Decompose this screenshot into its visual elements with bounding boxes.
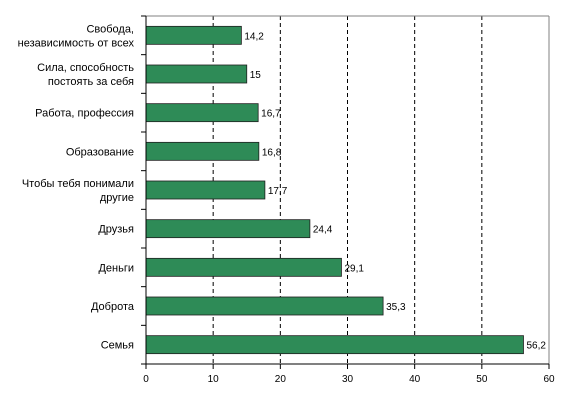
category-label-line: Работа, профессия — [35, 108, 134, 120]
x-tick-label: 20 — [275, 374, 287, 385]
bar — [145, 103, 259, 123]
value-label: 15 — [250, 70, 262, 81]
category-label-line: Сила, способность — [37, 62, 134, 74]
category-label: Семья — [101, 340, 134, 352]
category-label: Друзья — [98, 224, 134, 236]
category-label: Деньги — [98, 262, 134, 274]
category-label: Свобода, независимость от всех — [18, 23, 135, 49]
x-tick-label: 30 — [342, 374, 354, 385]
x-tick-label: 0 — [143, 374, 149, 385]
category-label-line: Доброта — [91, 301, 135, 313]
category-label: Чтобы тебя понимали другие — [22, 178, 134, 204]
value-label: 35,3 — [386, 302, 406, 313]
category-label: Сила, способность постоять за себя — [37, 62, 134, 88]
bar — [145, 64, 248, 84]
bar — [145, 180, 266, 200]
value-label: 14,2 — [244, 31, 264, 42]
x-tick-label: 60 — [543, 374, 555, 385]
value-label: 16,7 — [261, 109, 281, 120]
category-label-line: Образование — [66, 146, 134, 158]
value-label: 29,1 — [344, 263, 364, 274]
bar — [145, 219, 311, 239]
x-tick-label: 10 — [208, 374, 220, 385]
category-label: Доброта — [91, 301, 135, 313]
category-label: Образование — [66, 146, 134, 158]
bar — [145, 257, 342, 277]
category-label-line: Друзья — [98, 224, 134, 236]
value-label: 24,4 — [313, 225, 333, 236]
category-label-line: другие — [100, 192, 134, 204]
category-label: Работа, профессия — [35, 108, 134, 120]
category-label-line: постоять за себя — [48, 76, 134, 88]
category-label-line: Чтобы тебя понимали — [22, 178, 134, 190]
category-label-line: независимость от всех — [18, 37, 135, 49]
x-tick-label: 50 — [476, 374, 488, 385]
bar — [145, 25, 242, 45]
bar — [145, 141, 260, 161]
category-label-line: Семья — [101, 340, 134, 352]
bar — [145, 335, 524, 355]
value-label: 16,8 — [262, 147, 282, 158]
value-label: 56,2 — [526, 341, 546, 352]
value-label: 17,7 — [268, 186, 288, 197]
category-label-line: Деньги — [98, 262, 134, 274]
x-tick-label: 40 — [409, 374, 421, 385]
category-label-line: Свобода, — [86, 23, 134, 35]
bar — [145, 296, 384, 316]
